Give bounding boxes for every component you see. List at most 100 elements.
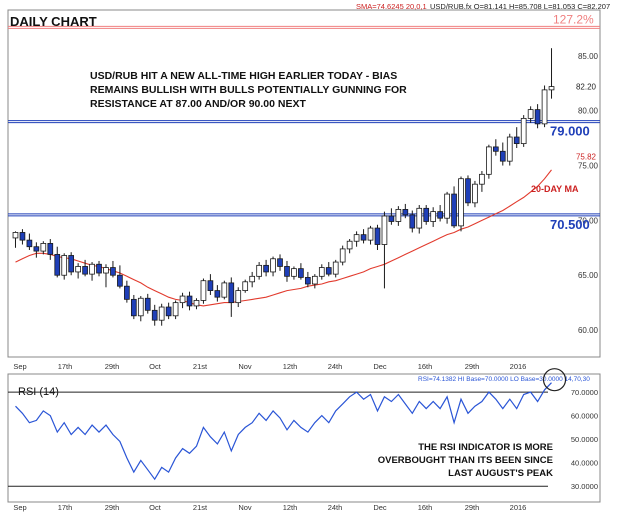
candle-body [548, 86, 555, 91]
candle [137, 296, 144, 322]
candle [249, 271, 256, 288]
rsi-x-tick-label: 12th [283, 503, 298, 512]
candle [381, 211, 388, 289]
candle [388, 208, 395, 225]
candle [19, 229, 26, 245]
rsi-x-tick-label: 17th [58, 503, 73, 512]
rsi-readout: RSI=74.1382 HI Base=70.0000 LO Base=30.0… [418, 376, 590, 383]
candle [235, 287, 242, 308]
candle [402, 203, 409, 219]
candle-body [193, 300, 200, 307]
level-label-70.500: 70.500 [550, 217, 590, 232]
candle [437, 205, 443, 222]
candle [395, 206, 402, 226]
candle [311, 274, 318, 289]
candle-body [47, 243, 54, 255]
candle [353, 231, 360, 247]
rsi-panel: RSI (14)RSI=74.1382 HI Base=70.0000 LO B… [8, 368, 598, 512]
candle-body [12, 232, 19, 239]
candle [40, 241, 47, 255]
candle [541, 85, 548, 128]
candle [103, 264, 109, 288]
candle-body [19, 232, 26, 241]
rsi-y-tick-label: 40.0000 [571, 459, 598, 468]
price-y-tick-label: 80.00 [578, 107, 599, 116]
candle [158, 303, 165, 326]
candle [200, 278, 207, 304]
candle-body [311, 275, 318, 285]
candle-body [207, 280, 214, 291]
price-annotation-line: REMAINS BULLISH WITH BULLS POTENTIALLY G… [90, 84, 407, 96]
candle-body [130, 298, 137, 317]
candle [506, 133, 513, 166]
price-readout: USD/RUB.fx O=81.141 H=85.708 L=81.053 C=… [430, 2, 610, 11]
candle-body [409, 214, 416, 229]
candle-body [506, 136, 513, 162]
candle [151, 304, 158, 326]
candle [472, 180, 478, 208]
candle-body [374, 227, 381, 245]
candle-body [472, 183, 478, 204]
candle [284, 260, 290, 282]
candle-body [40, 243, 47, 252]
price-x-tick-label: Nov [238, 362, 252, 371]
rsi-x-tick-label: 29th [465, 503, 480, 512]
candle [75, 263, 81, 279]
rsi-x-tick-label: 24th [328, 503, 343, 512]
candle [228, 277, 235, 317]
candle [96, 260, 102, 277]
rsi-annotation-line: LAST AUGUST'S PEAK [448, 468, 553, 479]
rsi-y-tick-label: 70.0000 [571, 388, 598, 397]
candle-body [318, 267, 325, 277]
candle-body [465, 178, 471, 204]
candle [47, 239, 54, 260]
price-panel-frame [7, 9, 601, 358]
candle-body [158, 306, 165, 321]
candle [179, 292, 186, 309]
price-x-tick-label: Dec [373, 362, 387, 371]
candle-body [492, 146, 499, 152]
candle [527, 106, 534, 123]
candle-body [499, 150, 506, 162]
candle-body [144, 297, 151, 311]
candle [332, 259, 339, 278]
rsi-x-tick-label: 16th [418, 503, 433, 512]
candle-body [103, 267, 109, 274]
candle-body [423, 207, 430, 222]
candle-body [33, 246, 40, 252]
level-label-79.000: 79.000 [550, 124, 590, 139]
price-x-tick-label: 16th [418, 362, 433, 371]
rsi-x-tick-label: Nov [238, 503, 252, 512]
rsi-y-tick-label: 50.0000 [571, 435, 598, 444]
candle [110, 260, 116, 278]
candle-body [179, 295, 186, 304]
candle-body [437, 211, 443, 219]
candle-body [242, 281, 249, 291]
price-x-tick-label: 12th [283, 362, 298, 371]
candle-body [520, 117, 527, 145]
candle [193, 298, 200, 310]
candle-body [479, 173, 485, 185]
rsi-y-tick-label: 60.0000 [571, 412, 598, 421]
candle [124, 280, 130, 303]
candle-body [541, 89, 548, 125]
candle [520, 115, 527, 147]
candle [242, 279, 249, 293]
candle [465, 175, 471, 207]
candle-body [221, 282, 228, 298]
price-y-tick-label: 70.00 [578, 216, 599, 225]
price-y-tick-label: 60.00 [578, 326, 599, 335]
candle [346, 239, 353, 254]
candle [367, 225, 374, 245]
candle [61, 253, 68, 280]
candle [12, 231, 19, 248]
candle [318, 264, 325, 280]
candle-body [165, 306, 172, 317]
candle-body [534, 109, 541, 125]
candle-body [346, 240, 353, 250]
candle [291, 266, 297, 280]
price-x-tick-label: 2016 [510, 362, 527, 371]
price-x-tick-label: 24th [328, 362, 343, 371]
candle [416, 205, 423, 234]
candle [221, 280, 228, 300]
